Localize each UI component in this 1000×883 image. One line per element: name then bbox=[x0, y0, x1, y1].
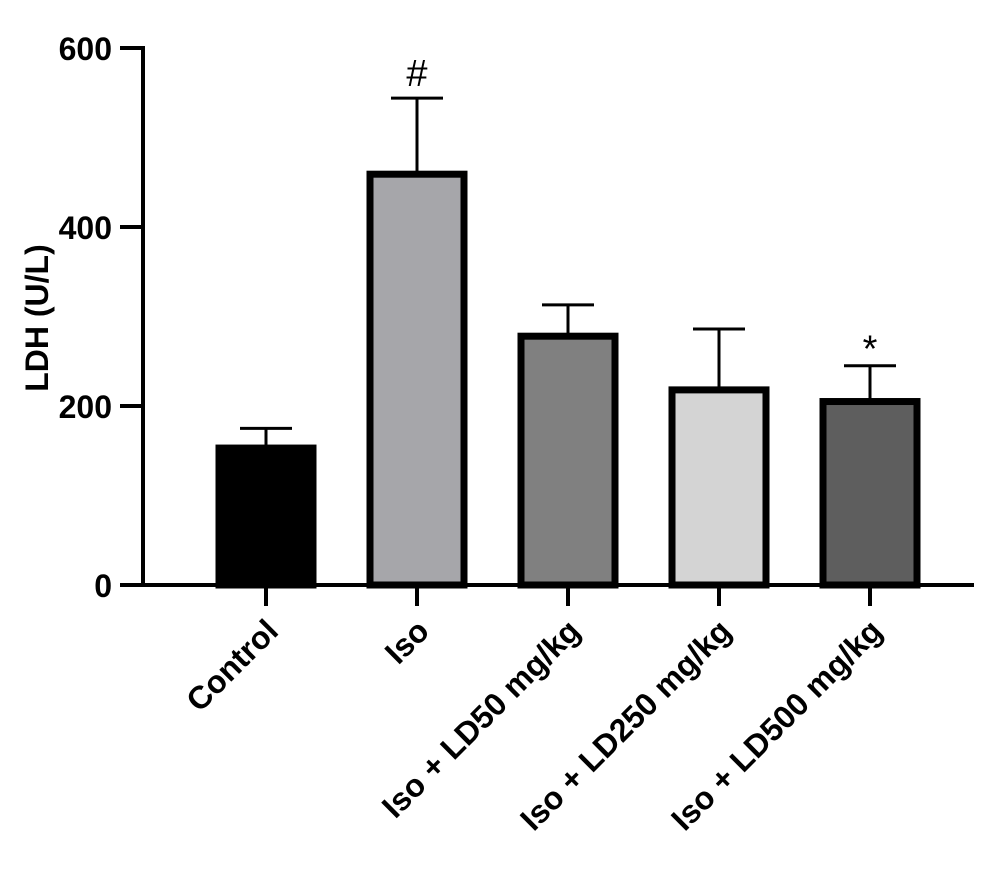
y-tick-label: 400 bbox=[59, 210, 112, 246]
bar bbox=[819, 398, 921, 589]
bar bbox=[517, 332, 619, 589]
category-label: Control bbox=[179, 612, 285, 718]
y-tick-label: 200 bbox=[59, 389, 112, 425]
bar bbox=[215, 444, 317, 589]
bars bbox=[215, 170, 921, 589]
category-label: Iso bbox=[378, 612, 436, 670]
y-axis-title: LDH (U/L) bbox=[19, 244, 55, 392]
y-axis: 0 200 400 600 bbox=[59, 31, 145, 604]
bar bbox=[366, 170, 468, 589]
y-tick-label: 0 bbox=[94, 568, 112, 604]
significance-asterisk: * bbox=[863, 329, 878, 371]
annotations: #* bbox=[406, 53, 877, 371]
significance-hash: # bbox=[406, 53, 427, 95]
bar bbox=[668, 386, 770, 589]
y-tick-label: 600 bbox=[59, 31, 112, 67]
